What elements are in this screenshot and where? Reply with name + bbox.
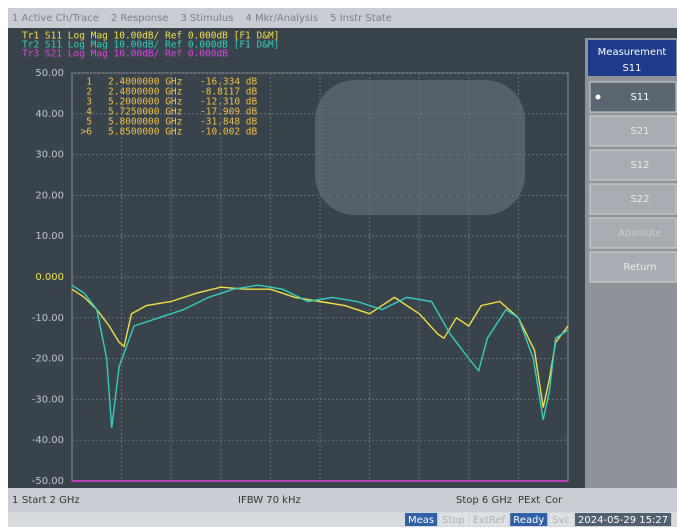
marker-readout: 3 — [86, 97, 92, 108]
softkey-indicator — [595, 94, 601, 100]
status-bar — [8, 512, 677, 527]
status-bg — [439, 513, 468, 526]
trace-header: Tr2 S11 Log Mag 10.00dB/ Ref 0.000dB [F1… — [22, 40, 279, 51]
trace-line — [71, 284, 569, 429]
obscured-area — [315, 80, 525, 215]
y-tick-label: 10.00 — [35, 231, 64, 242]
y-tick-label: 20.00 — [35, 190, 64, 201]
softkey[interactable] — [589, 217, 677, 249]
marker-readout: -12.310 dB — [200, 97, 257, 108]
menu-item[interactable]: 1 Active Ch/Trace — [12, 13, 99, 24]
softkey-label[interactable]: S11 — [630, 92, 649, 103]
status-bg — [549, 513, 574, 526]
marker-readout: -8.8117 dB — [200, 87, 257, 98]
marker-readout: -17.909 dB — [200, 107, 257, 118]
marker-readout: 2.4800000 GHz — [108, 87, 182, 98]
y-tick-label: -50.00 — [32, 476, 64, 487]
y-tick-label: -40.00 — [32, 435, 64, 446]
footer-bar — [8, 488, 677, 512]
softkey-header — [588, 40, 676, 76]
status-item: Meas — [408, 515, 434, 526]
status-bg — [405, 513, 438, 526]
marker-readout: 5.2000000 GHz — [108, 97, 182, 108]
status-item: ExtRef — [473, 515, 506, 526]
softkey-header-value: S11 — [622, 63, 641, 74]
marker-readout: 1 — [86, 77, 92, 88]
marker-readout: 5 — [86, 117, 92, 128]
marker-readout: 5.8500000 GHz — [108, 127, 182, 138]
status-bg — [575, 513, 672, 526]
status-item: Ready — [513, 515, 544, 526]
y-tick-label: -10.00 — [32, 313, 64, 324]
marker-readout: -31.848 dB — [200, 117, 257, 128]
y-tick-label: 30.00 — [35, 150, 64, 161]
trace-header: Tr3 S21 Log Mag 10.00dB/ Ref 0.000dB — [22, 49, 228, 60]
status-item: Stop — [442, 515, 465, 526]
y-tick-label: 50.00 — [35, 68, 64, 79]
menu-item[interactable]: 4 Mkr/Analysis — [245, 13, 318, 24]
footer-text: Start 2 GHz — [22, 495, 80, 506]
softkey-label[interactable]: S22 — [630, 194, 649, 205]
marker-readout: 4 — [86, 107, 92, 118]
marker-readout: 2.4000000 GHz — [108, 77, 182, 88]
y-tick-label: -20.00 — [32, 354, 64, 365]
marker-readout: 5.7250000 GHz — [108, 107, 182, 118]
softkey[interactable] — [589, 115, 677, 147]
footer-text: PExt — [518, 495, 540, 506]
marker-readout: 2 — [86, 87, 92, 98]
softkey-label[interactable]: S12 — [630, 160, 649, 171]
y-tick-label: 0.000 — [35, 272, 64, 283]
menu-item[interactable]: 3 Stimulus — [180, 13, 233, 24]
footer-text: Stop 6 GHz — [456, 495, 512, 506]
menu-item[interactable]: 2 Response — [111, 13, 169, 24]
marker-readout: -16.334 dB — [200, 77, 257, 88]
status-item: 2024-05-29 15:27 — [578, 515, 668, 526]
softkey-label[interactable]: S21 — [630, 126, 649, 137]
softkey[interactable] — [589, 81, 677, 113]
status-bg — [510, 513, 548, 526]
menu-bar — [8, 8, 677, 28]
y-tick-label: -30.00 — [32, 394, 64, 405]
softkey[interactable] — [589, 183, 677, 215]
marker-readout: -10.002 dB — [200, 127, 257, 138]
softkey-header-title: Measurement — [598, 47, 667, 58]
softkey-label[interactable]: Return — [623, 262, 656, 273]
marker-readout: >6 — [81, 127, 93, 138]
footer-text: IFBW 70 kHz — [238, 495, 301, 506]
menu-item[interactable]: 5 Instr State — [330, 13, 392, 24]
status-item: Svc — [552, 515, 570, 526]
softkey[interactable] — [589, 149, 677, 181]
softkey[interactable] — [589, 251, 677, 283]
trace-header: Tr1 S11 Log Mag 10.00dB/ Ref 0.000dB [F1… — [22, 31, 279, 42]
status-bg — [469, 513, 509, 526]
footer-text: 1 — [12, 495, 18, 506]
marker-readout: 5.8000000 GHz — [108, 117, 182, 128]
footer-text: Cor — [545, 495, 563, 506]
softkey-label[interactable]: Absolute — [618, 228, 662, 239]
y-tick-label: 40.00 — [35, 109, 64, 120]
